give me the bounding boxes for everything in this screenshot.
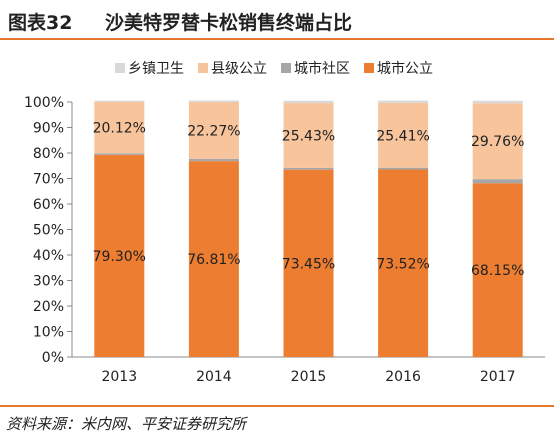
data-label: 25.43% xyxy=(282,128,335,144)
data-label: 25.41% xyxy=(376,128,429,144)
x-tick-label: 2015 xyxy=(291,369,327,385)
y-tick-label: 100% xyxy=(24,95,64,111)
legend-item-county: 县级公立 xyxy=(198,58,267,78)
y-tick-label: 90% xyxy=(33,121,64,137)
legend-swatch-city xyxy=(364,63,374,73)
x-tick-label: 2014 xyxy=(196,369,232,385)
bar-segment xyxy=(472,183,523,357)
data-label: 73.52% xyxy=(376,256,429,272)
data-label: 22.27% xyxy=(187,123,240,139)
data-label: 73.45% xyxy=(282,256,335,272)
y-tick-label: 80% xyxy=(33,146,64,162)
data-label: 20.12% xyxy=(93,121,146,137)
legend-swatch-community xyxy=(281,63,291,73)
legend-swatch-township xyxy=(115,63,125,73)
legend-label-township: 乡镇卫生 xyxy=(128,61,184,77)
legend-item-township: 乡镇卫生 xyxy=(115,58,184,78)
y-tick-label: 20% xyxy=(33,299,64,315)
bar-segment xyxy=(94,101,145,154)
bar-segment xyxy=(188,102,239,159)
data-label: 76.81% xyxy=(187,252,240,268)
bar-segment xyxy=(188,161,239,357)
legend-label-county: 县级公立 xyxy=(211,61,267,77)
source-note: 资料来源：米内网、平安证券研究所 xyxy=(6,415,247,433)
y-tick-label: 60% xyxy=(33,197,64,213)
bar-segment xyxy=(94,154,145,357)
bar-segment xyxy=(283,100,334,104)
data-label: 29.76% xyxy=(471,134,524,150)
y-tick-label: 50% xyxy=(33,223,64,239)
legend-item-community: 城市社区 xyxy=(281,58,350,78)
figure-number: 图表32 xyxy=(8,12,73,34)
bar-segment xyxy=(188,158,239,162)
bar-segment xyxy=(283,167,334,170)
bar-segment xyxy=(188,100,239,103)
legend-label-city: 城市公立 xyxy=(377,61,433,77)
y-tick-label: 70% xyxy=(33,172,64,188)
bar-segment xyxy=(283,169,334,357)
y-tick-label: 30% xyxy=(33,274,64,290)
x-tick-label: 2013 xyxy=(101,369,137,385)
source-footer: 资料来源：米内网、平安证券研究所 xyxy=(0,405,554,441)
bar-segment xyxy=(378,169,429,357)
x-tick-label: 2017 xyxy=(480,369,516,385)
y-tick-label: 10% xyxy=(33,325,64,341)
legend-swatch-county xyxy=(198,63,208,73)
figure-title: 沙美特罗替卡松销售终端占比 xyxy=(105,12,353,34)
x-tick-label: 2016 xyxy=(385,369,421,385)
figure-header: 图表32 沙美特罗替卡松销售终端占比 xyxy=(0,0,554,40)
bar-segment xyxy=(378,100,429,103)
stacked-bar-chart: 0% 10% 20% 30% 40% 50% 60% 70% 80% 90% 100% 79.30% 2… xyxy=(24,95,545,385)
bar-segment xyxy=(472,100,523,104)
bar-segment xyxy=(94,100,145,102)
bar-segment xyxy=(94,153,145,155)
y-tick-label: 0% xyxy=(42,350,64,366)
legend-label-community: 城市社区 xyxy=(294,61,350,77)
chart-legend: 乡镇卫生 县级公立 城市社区 城市公立 xyxy=(115,58,433,78)
bar-segment xyxy=(378,167,429,170)
bar-segment xyxy=(472,103,523,180)
y-tick-label: 40% xyxy=(33,248,64,264)
data-label: 68.15% xyxy=(471,263,524,279)
legend-item-city: 城市公立 xyxy=(364,58,433,78)
data-label: 79.30% xyxy=(93,249,146,265)
bar-segment xyxy=(283,103,334,168)
bar-segment xyxy=(378,102,429,168)
bar-segment xyxy=(472,179,523,184)
